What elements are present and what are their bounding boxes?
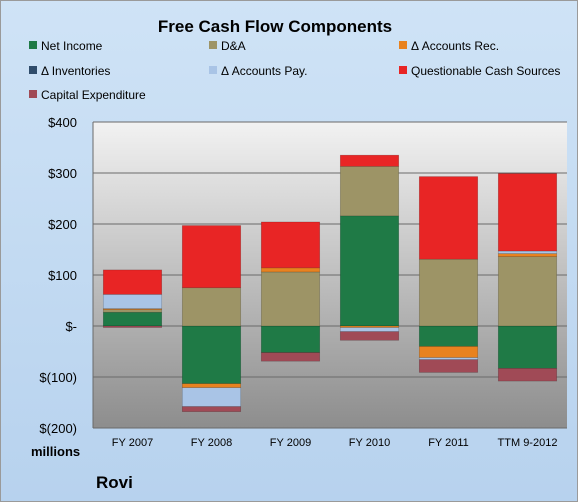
bar-capital-expenditure	[339, 331, 400, 341]
x-tick-label: FY 2007	[112, 437, 153, 449]
bar-group-ttm-9-2012	[497, 173, 558, 382]
units-label: millions	[31, 444, 80, 459]
y-tick-label: $(100)	[39, 370, 77, 385]
legend-item-d-a: D&A	[209, 39, 246, 53]
bar-net-income	[339, 215, 400, 327]
legend-label: Net Income	[41, 39, 103, 53]
chart-title: Free Cash Flow Components	[158, 17, 392, 36]
bar-group-fy-2007	[102, 269, 163, 328]
bar-capital-expenditure	[102, 325, 163, 328]
bar-delta-accounts-pay	[339, 327, 400, 332]
y-tick-label: $400	[48, 115, 77, 130]
legend-swatch	[29, 90, 37, 98]
bar-capital-expenditure	[497, 368, 558, 382]
plot-area: $400 $300 $200 $100 $- $(100) $(200) FY 2007 FY …	[39, 115, 567, 449]
legend-label: Δ Accounts Rec.	[411, 39, 499, 53]
bar-delta-accounts-rec	[260, 267, 321, 273]
legend-label: Capital Expenditure	[41, 88, 146, 102]
bar-net-income	[181, 325, 242, 384]
bar-questionable-cash-sources	[260, 221, 321, 269]
legend-item-delta-inventories: Δ Inventories	[29, 64, 110, 78]
bar-group-fy-2010	[339, 154, 400, 341]
bar-d-a	[102, 309, 163, 313]
legend-item-capital-expenditure: Capital Expenditure	[29, 88, 146, 102]
y-tick-label: $200	[48, 217, 77, 232]
bar-delta-accounts-rec	[181, 383, 242, 389]
legend-swatch	[399, 41, 407, 49]
legend-item-questionable-cash-sources: Questionable Cash Sources	[399, 64, 560, 78]
bar-delta-accounts-pay	[418, 357, 479, 360]
legend-label: Questionable Cash Sources	[411, 64, 560, 78]
legend-swatch	[399, 66, 407, 74]
bar-capital-expenditure	[181, 406, 242, 412]
bar-questionable-cash-sources	[181, 225, 242, 289]
bar-delta-accounts-pay	[181, 387, 242, 407]
legend-item-delta-accounts-pay: Δ Accounts Pay.	[209, 64, 308, 78]
bar-questionable-cash-sources	[418, 176, 479, 260]
legend-swatch	[29, 41, 37, 49]
company-name: Rovi	[96, 473, 133, 492]
bar-delta-accounts-pay	[102, 294, 163, 309]
x-tick-label: FY 2008	[191, 437, 232, 449]
bar-group-fy-2011	[418, 176, 479, 373]
bar-d-a	[181, 287, 242, 327]
bar-d-a	[418, 258, 479, 327]
bar-net-income	[497, 325, 558, 369]
x-tick-label: TTM 9-2012	[498, 437, 558, 449]
y-tick-label: $100	[48, 268, 77, 283]
y-tick-label: $300	[48, 166, 77, 181]
y-tick-label: $(200)	[39, 421, 77, 436]
bar-questionable-cash-sources	[497, 173, 558, 252]
bar-d-a	[497, 256, 558, 327]
legend-label: Δ Accounts Pay.	[221, 64, 308, 78]
bar-net-income	[102, 311, 163, 327]
bar-capital-expenditure	[260, 352, 321, 362]
x-tick-label: FY 2011	[428, 437, 469, 449]
legend-swatch	[209, 66, 217, 74]
legend-item-net-income: Net Income	[29, 39, 103, 53]
bar-delta-accounts-rec	[497, 253, 558, 257]
bar-d-a	[339, 166, 400, 217]
bar-group-fy-2009	[260, 221, 321, 362]
x-tick-label: FY 2009	[270, 437, 311, 449]
bar-delta-accounts-rec	[418, 346, 479, 358]
bar-net-income	[418, 325, 479, 347]
legend-swatch	[209, 41, 217, 49]
bar-questionable-cash-sources	[339, 154, 400, 167]
bar-net-income	[260, 325, 321, 353]
legend-swatch	[29, 66, 37, 74]
legend: Net Income D&A Δ Accounts Rec. Δ Inventorie…	[29, 39, 560, 102]
bar-capital-expenditure	[418, 359, 479, 373]
x-tick-label: FY 2010	[349, 437, 390, 449]
bar-questionable-cash-sources	[102, 269, 163, 295]
y-tick-label: $-	[65, 319, 77, 334]
legend-item-delta-accounts-rec: Δ Accounts Rec.	[399, 39, 499, 53]
legend-label: Δ Inventories	[41, 64, 110, 78]
bar-delta-accounts-pay	[497, 250, 558, 254]
bar-d-a	[260, 271, 321, 327]
bar-group-fy-2008	[181, 225, 242, 412]
legend-label: D&A	[221, 39, 246, 53]
